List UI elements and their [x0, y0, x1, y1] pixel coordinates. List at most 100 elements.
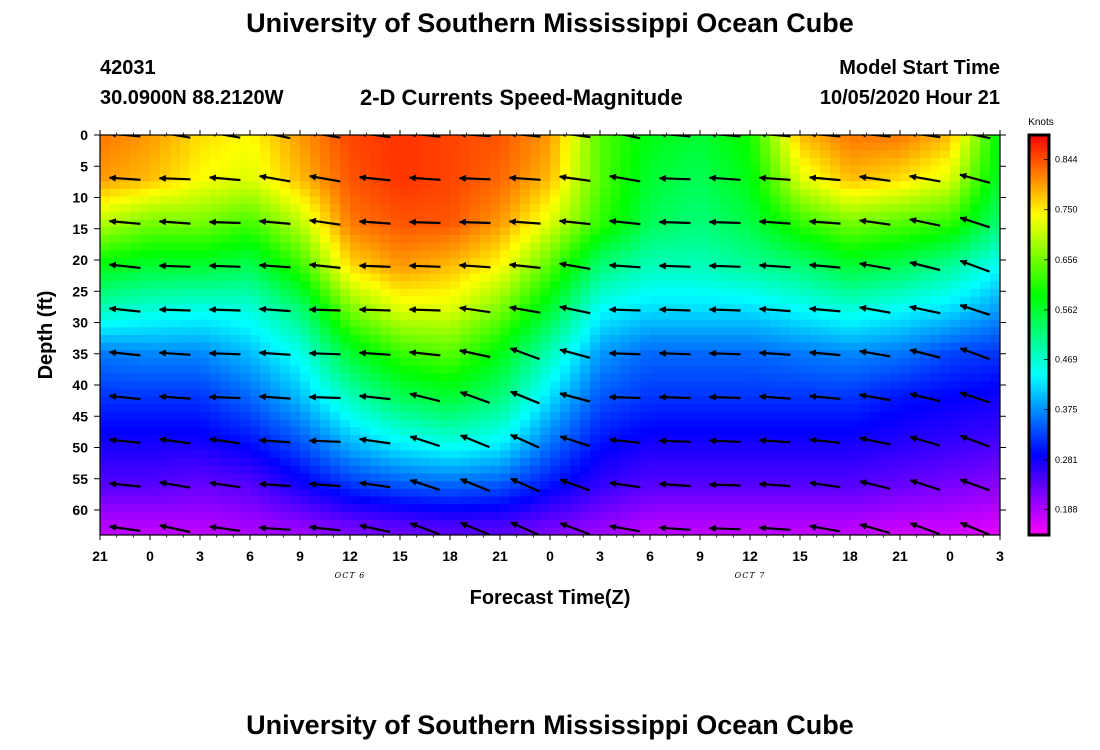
heatmap-cell: [360, 319, 371, 328]
heatmap-cell: [630, 181, 641, 190]
heatmap-cell: [620, 135, 631, 144]
heatmap-cell: [900, 211, 911, 221]
heatmap-cell: [930, 181, 941, 190]
heatmap-cell: [140, 281, 151, 290]
heatmap-cell: [650, 527, 661, 535]
heatmap-cell: [890, 142, 901, 151]
heatmap-cell: [930, 296, 941, 305]
heatmap-cell: [240, 519, 251, 528]
current-arrow: [708, 262, 741, 270]
heatmap-cell: [310, 388, 321, 398]
heatmap-cell: [960, 135, 971, 144]
heatmap-cell: [100, 496, 111, 505]
heatmap-cell: [310, 419, 321, 428]
heatmap-cell: [700, 250, 711, 259]
current-arrow: [309, 217, 341, 226]
heatmap-cell: [360, 504, 371, 513]
heatmap-cell: [170, 304, 181, 313]
heatmap-cell: [330, 465, 341, 475]
heatmap-cell: [120, 235, 131, 244]
heatmap-cell: [400, 350, 411, 359]
heatmap-cell: [630, 450, 641, 459]
heatmap-cell: [630, 296, 641, 305]
heatmap-cell: [570, 173, 581, 182]
heatmap-cell: [330, 511, 341, 521]
heatmap-cell: [690, 519, 701, 528]
heatmap-cell: [200, 135, 211, 144]
heatmap-cell: [810, 327, 821, 336]
heatmap-cell: [980, 442, 991, 451]
heatmap-cell: [800, 273, 811, 282]
heatmap-cell: [630, 242, 641, 251]
heatmap-cell: [900, 473, 911, 482]
heatmap-cell: [710, 273, 721, 282]
heatmap-cell: [690, 481, 701, 490]
heatmap-cell: [870, 227, 881, 236]
heatmap-cell: [440, 188, 451, 198]
heatmap-cell: [840, 273, 851, 282]
heatmap-cell: [610, 381, 621, 390]
heatmap-cell: [980, 381, 991, 390]
heatmap-cell: [730, 373, 741, 382]
heatmap-cell: [260, 373, 271, 382]
heatmap-cell: [960, 250, 971, 259]
heatmap-cell: [340, 435, 351, 444]
heatmap-cell: [710, 281, 721, 290]
heatmap-cell: [960, 273, 971, 282]
heatmap-cell: [880, 196, 891, 205]
heatmap-cell: [400, 365, 411, 375]
heatmap-cell: [160, 204, 171, 213]
heatmap-cell: [350, 288, 361, 298]
heatmap-cell: [870, 135, 881, 144]
heatmap-cell: [140, 365, 151, 375]
heatmap-cell: [160, 388, 171, 398]
heatmap-cell: [590, 435, 601, 444]
heatmap-cell: [430, 273, 441, 282]
heatmap-cell: [470, 335, 481, 344]
heatmap-cell: [190, 258, 201, 267]
heatmap-cell: [890, 158, 901, 167]
current-arrow: [258, 393, 291, 401]
heatmap-cell: [780, 411, 791, 421]
heatmap-cell: [980, 488, 991, 498]
heatmap-cell: [950, 227, 961, 236]
heatmap-cell: [720, 265, 731, 275]
heatmap-cell: [630, 142, 641, 151]
heatmap-cell: [810, 142, 821, 151]
heatmap-cell: [270, 135, 281, 144]
heatmap-cell: [300, 319, 311, 328]
heatmap-cell: [160, 350, 171, 359]
heatmap-cell: [530, 250, 541, 259]
heatmap-cell: [530, 473, 541, 482]
heatmap-cell: [150, 235, 161, 244]
heatmap-cell: [960, 204, 971, 213]
heatmap-cell: [510, 196, 521, 205]
heatmap-cell: [290, 142, 301, 151]
heatmap-cell: [260, 242, 271, 251]
heatmap-cell: [170, 165, 181, 175]
heatmap-cell: [890, 358, 901, 367]
heatmap-cell: [270, 311, 281, 321]
heatmap-cell: [650, 404, 661, 413]
heatmap-cell: [390, 173, 401, 182]
heatmap-cell: [690, 242, 701, 251]
heatmap-cell: [290, 227, 301, 236]
heatmap-cell: [220, 319, 231, 328]
heatmap-cell: [240, 288, 251, 298]
current-arrow: [808, 218, 841, 226]
heatmap-cell: [970, 335, 981, 344]
heatmap-cell: [410, 427, 421, 436]
heatmap-cell: [960, 481, 971, 490]
heatmap-cell: [930, 258, 941, 267]
heatmap-cell: [340, 396, 351, 405]
heatmap-cell: [680, 173, 691, 182]
heatmap-cell: [650, 319, 661, 328]
heatmap-cell: [560, 181, 571, 190]
heatmap-cell: [540, 219, 551, 228]
heatmap-cell: [410, 311, 421, 321]
heatmap-cell: [190, 150, 201, 159]
heatmap-cell: [440, 488, 451, 498]
heatmap-cell: [800, 388, 811, 398]
heatmap-cell: [550, 158, 561, 167]
heatmap-cell: [140, 258, 151, 267]
